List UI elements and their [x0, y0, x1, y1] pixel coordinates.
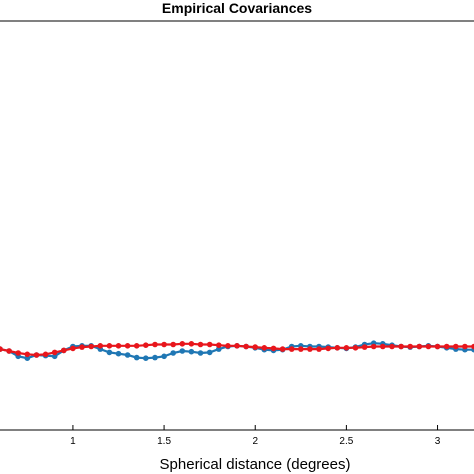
data-point [206, 349, 213, 356]
series-2 [0, 341, 474, 358]
data-point [434, 343, 441, 350]
data-point [115, 350, 122, 357]
data-point [389, 343, 395, 350]
data-point [334, 345, 341, 351]
data-point [161, 341, 167, 348]
data-point [51, 349, 58, 356]
data-point [307, 346, 313, 352]
x-tick-label: 1 [70, 436, 76, 447]
data-point [152, 341, 158, 348]
data-point [70, 345, 76, 352]
data-point [106, 343, 113, 349]
data-point [24, 355, 31, 362]
data-point [179, 348, 186, 354]
x-tick-label: 2 [252, 436, 258, 447]
data-point [170, 341, 176, 348]
data-point [79, 344, 85, 350]
data-point [471, 343, 474, 350]
data-point [252, 344, 258, 350]
data-point [216, 346, 222, 352]
data-point [61, 347, 67, 354]
data-point [161, 353, 167, 360]
data-point [206, 341, 213, 348]
data-point [288, 346, 295, 352]
chart-title: Empirical Covariances [162, 0, 312, 16]
x-tick-label: 3 [435, 436, 441, 447]
data-point [370, 343, 377, 350]
data-point [143, 355, 149, 362]
x-tick-label: 1.5 [157, 436, 171, 447]
data-point [316, 346, 322, 352]
data-point [24, 351, 31, 358]
data-point [380, 343, 386, 350]
data-point [33, 352, 40, 358]
data-point [325, 345, 332, 352]
data-point [453, 343, 459, 350]
data-point [270, 345, 277, 352]
data-point [143, 342, 149, 349]
data-point [197, 341, 204, 348]
data-point [261, 345, 268, 351]
data-point [133, 343, 140, 349]
data-point [133, 354, 140, 361]
data-point [343, 345, 350, 351]
data-point [425, 343, 432, 350]
data-point [152, 354, 158, 361]
data-point [361, 344, 368, 350]
x-axis-label: Spherical distance (degrees) [160, 456, 351, 473]
data-point [462, 343, 468, 350]
data-point [6, 348, 12, 354]
data-point [443, 343, 450, 350]
data-point [197, 350, 204, 356]
data-point [51, 353, 58, 360]
data-point [279, 346, 286, 352]
data-point [188, 341, 195, 347]
data-point [407, 343, 414, 350]
data-point [170, 350, 176, 356]
data-point [124, 343, 131, 349]
data-point [124, 352, 131, 358]
data-point [88, 343, 94, 350]
data-point [216, 342, 222, 349]
data-point [0, 346, 3, 352]
data-point [115, 343, 122, 349]
data-point [179, 341, 186, 347]
data-point [243, 343, 249, 350]
x-axis-ticks: 1 1.5 2 2.5 3 [70, 425, 441, 447]
data-point [225, 343, 231, 349]
x-tick-label: 2.5 [339, 436, 353, 447]
data-point [352, 345, 359, 351]
data-point [42, 351, 49, 358]
data-point [416, 343, 423, 350]
data-point [106, 349, 113, 356]
plot-area [0, 20, 474, 431]
data-point [298, 346, 304, 352]
data-point [398, 343, 404, 350]
data-point [188, 348, 195, 355]
data-point [97, 343, 104, 349]
data-point [234, 343, 240, 349]
data-point [15, 350, 21, 356]
